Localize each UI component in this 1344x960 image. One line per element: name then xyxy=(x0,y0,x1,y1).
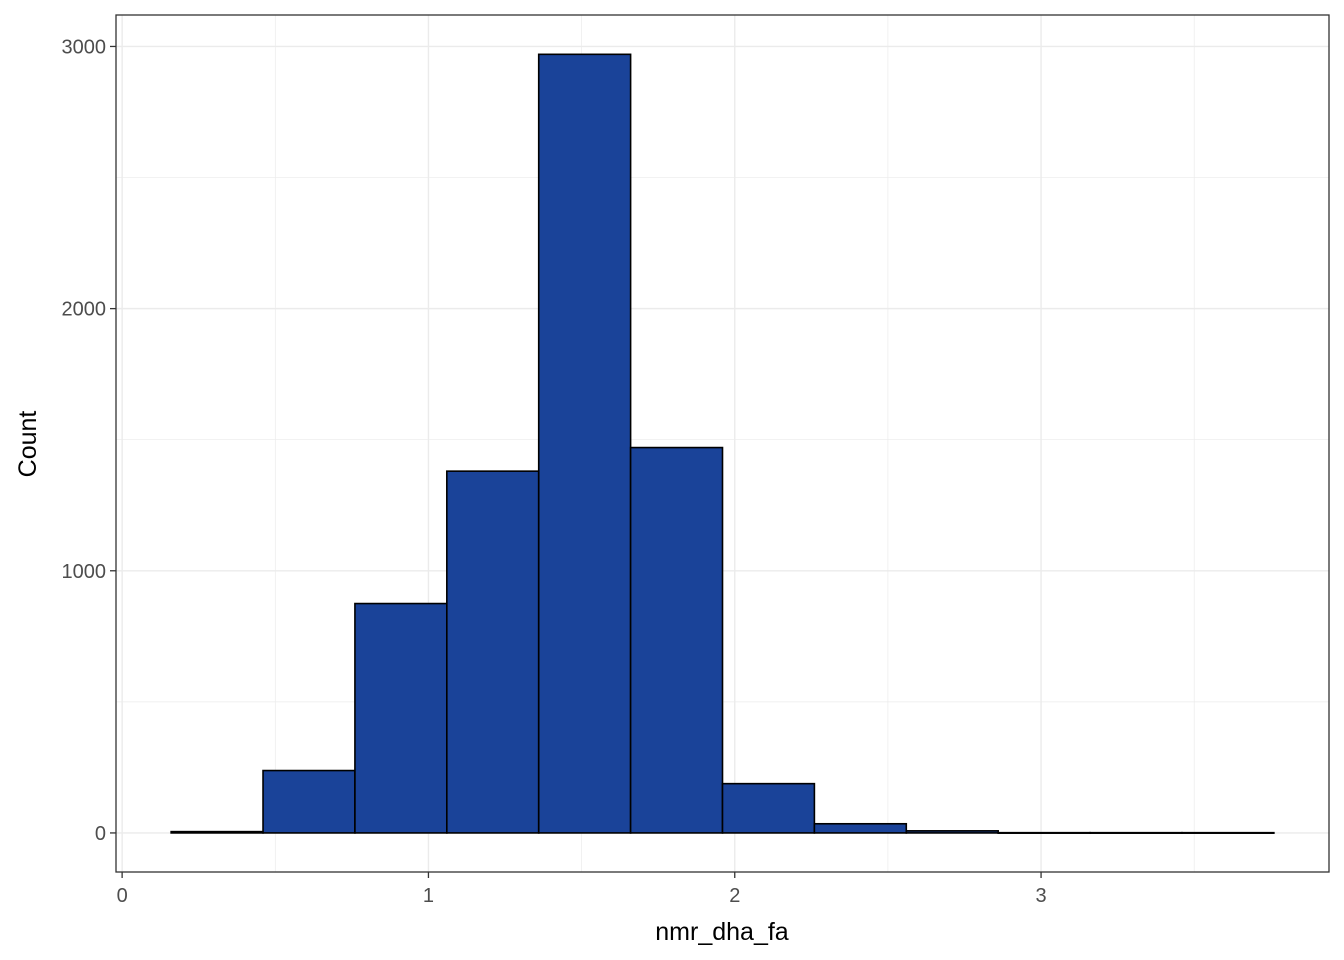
histogram-bar xyxy=(262,769,356,834)
histogram-bars xyxy=(170,53,1275,834)
y-tick-label: 0 xyxy=(95,823,106,845)
y-axis-title: Count xyxy=(14,411,42,478)
histogram-bar xyxy=(446,470,540,834)
x-tick-label: 3 xyxy=(1036,885,1047,907)
histogram-bar xyxy=(721,782,816,834)
histogram-bar xyxy=(905,830,999,834)
histogram-bar xyxy=(354,602,448,834)
y-tick-label: 1000 xyxy=(62,561,107,583)
histogram-bar xyxy=(1181,831,1275,834)
x-tick-label: 2 xyxy=(729,885,740,907)
y-tick-label: 2000 xyxy=(62,299,107,321)
histogram-bar xyxy=(537,53,632,834)
histogram-bar xyxy=(170,830,264,834)
y-tick-label: 3000 xyxy=(62,36,107,58)
histogram-bar xyxy=(1089,831,1183,834)
x-tick-label: 0 xyxy=(117,885,128,907)
histogram-bar xyxy=(629,446,724,834)
axis-ticks: 0 1 2 3 0 1000 2000 3000 xyxy=(62,36,1047,907)
histogram-bar xyxy=(813,822,908,834)
grid-lines xyxy=(116,15,1329,872)
panel-border xyxy=(115,14,1330,873)
x-tick-label: 1 xyxy=(423,885,434,907)
histogram-bar xyxy=(997,831,1091,834)
x-axis-title: nmr_dha_fa xyxy=(655,918,789,946)
